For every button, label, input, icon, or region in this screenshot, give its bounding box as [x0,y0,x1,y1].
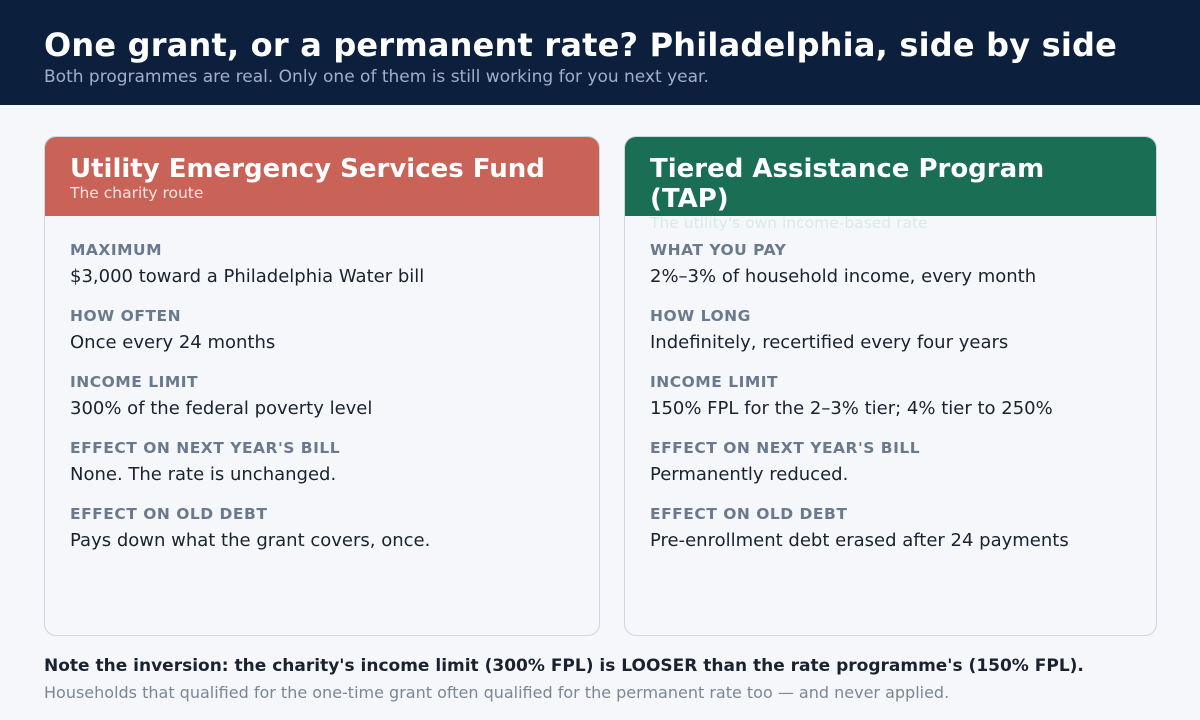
charity-row-next-year-bill: EFFECT ON NEXT YEAR'S BILL None. The rat… [70,438,574,504]
tap-row-next-year-bill: EFFECT ON NEXT YEAR'S BILL Permanently r… [650,438,1131,504]
footnote: Note the inversion: the charity's income… [44,655,1174,704]
page-header: One grant, or a permanent rate? Philadel… [0,0,1200,105]
tap-card-body: WHAT YOU PAY 2%–3% of household income, … [625,216,1156,570]
row-value: None. The rate is unchanged. [70,464,337,485]
charity-card-body: MAXIMUM $3,000 toward a Philadelphia Wat… [45,216,599,570]
row-label: INCOME LIMIT [70,373,199,391]
row-label: WHAT YOU PAY [650,241,787,259]
row-value: 150% FPL for the 2–3% tier; 4% tier to 2… [650,398,1053,419]
row-label: MAXIMUM [70,241,163,259]
tap-card-title: Tiered Assistance Program (TAP) [650,154,1045,214]
tap-row-what-you-pay: WHAT YOU PAY 2%–3% of household income, … [650,240,1131,306]
tap-card-header: Tiered Assistance Program (TAP) The util… [625,137,1156,232]
row-label: HOW OFTEN [70,307,182,325]
row-value: $3,000 toward a Philadelphia Water bill [70,266,425,287]
charity-card: Utility Emergency Services Fund The char… [44,136,600,636]
charity-row-how-often: HOW OFTEN Once every 24 months [70,306,574,372]
charity-card-header: Utility Emergency Services Fund The char… [45,137,599,216]
row-value: Pays down what the grant covers, once. [70,530,431,551]
footnote-detail: Households that qualified for the one-ti… [44,683,950,702]
charity-row-maximum: MAXIMUM $3,000 toward a Philadelphia Wat… [70,240,574,306]
row-label: INCOME LIMIT [650,373,779,391]
page-title: One grant, or a permanent rate? Philadel… [44,26,1118,64]
row-label: EFFECT ON OLD DEBT [650,505,848,523]
row-value: 2%–3% of household income, every month [650,266,1037,287]
row-value: Pre-enrollment debt erased after 24 paym… [650,530,1069,551]
charity-row-income-limit: INCOME LIMIT 300% of the federal poverty… [70,372,574,438]
row-value: 300% of the federal poverty level [70,398,373,419]
tap-row-income-limit: INCOME LIMIT 150% FPL for the 2–3% tier;… [650,372,1131,438]
tap-row-old-debt: EFFECT ON OLD DEBT Pre-enrollment debt e… [650,504,1131,570]
charity-card-title: Utility Emergency Services Fund [70,154,545,184]
page-subtitle: Both programmes are real. Only one of th… [44,67,709,87]
tap-card-tagline: The utility's own income-based rate [650,214,928,232]
footnote-emphasis: Note the inversion: the charity's income… [44,656,1084,676]
charity-row-old-debt: EFFECT ON OLD DEBT Pays down what the gr… [70,504,574,570]
tap-row-how-long: HOW LONG Indefinitely, recertified every… [650,306,1131,372]
charity-card-tagline: The charity route [70,184,204,202]
row-label: HOW LONG [650,307,751,325]
row-value: Once every 24 months [70,332,276,353]
row-value: Indefinitely, recertified every four yea… [650,332,1009,353]
row-label: EFFECT ON NEXT YEAR'S BILL [650,439,921,457]
row-label: EFFECT ON OLD DEBT [70,505,268,523]
tap-card: Tiered Assistance Program (TAP) The util… [624,136,1157,636]
row-value: Permanently reduced. [650,464,849,485]
row-label: EFFECT ON NEXT YEAR'S BILL [70,439,341,457]
